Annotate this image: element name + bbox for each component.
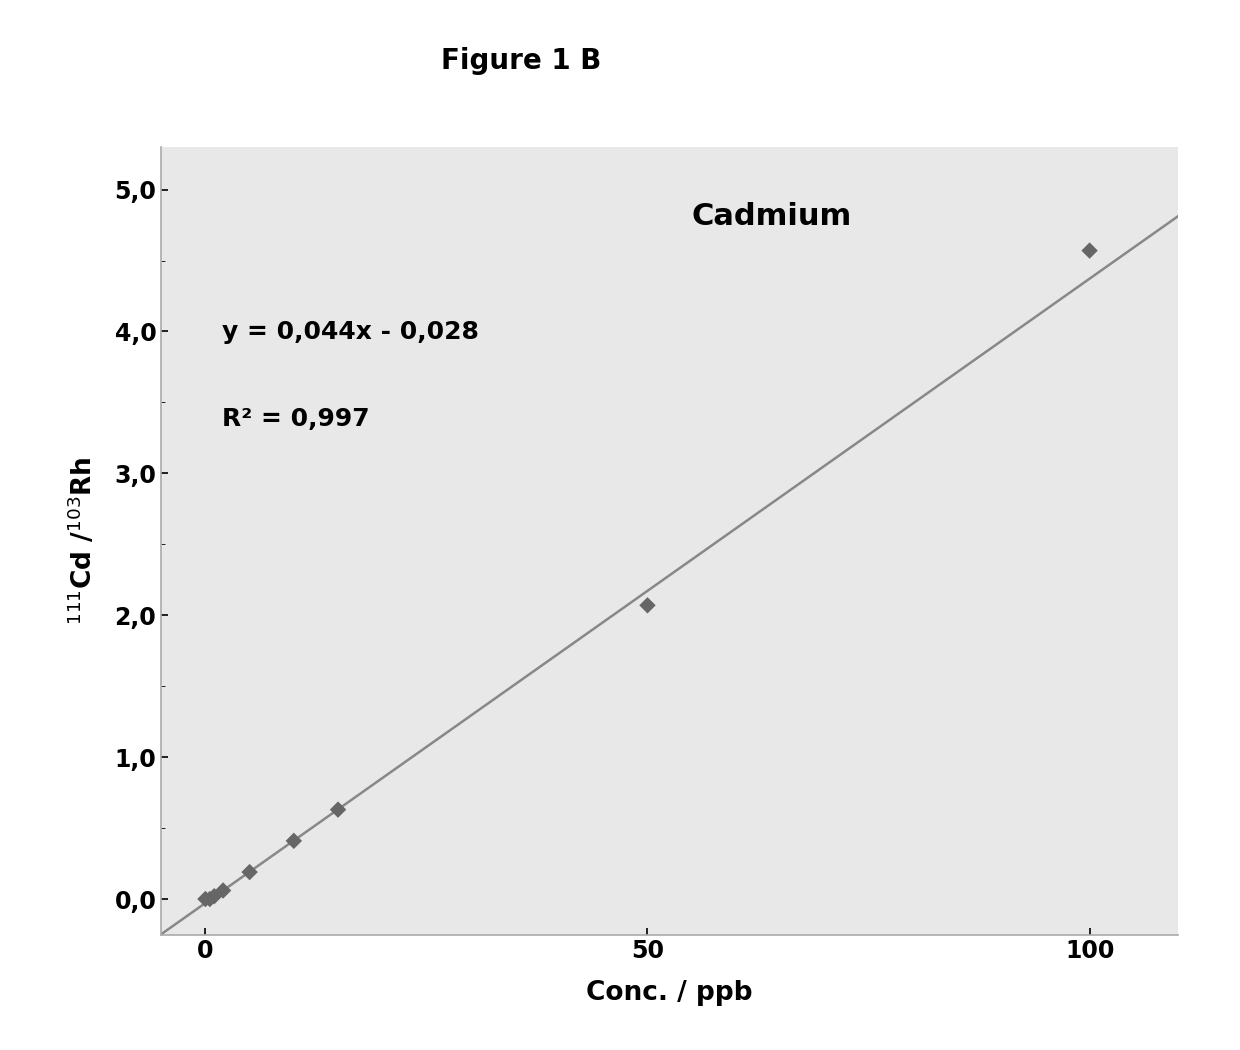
Point [284,833,304,849]
Y-axis label: $^{111}$Cd /$^{103}$Rh: $^{111}$Cd /$^{103}$Rh [67,457,98,625]
Point [213,882,233,899]
Point [196,890,216,907]
Text: Cadmium: Cadmium [691,202,852,231]
Point [329,801,348,818]
Text: y = 0,044x - 0,028: y = 0,044x - 0,028 [222,320,479,344]
Point [200,890,219,907]
Point [239,864,259,881]
X-axis label: Conc. / ppb: Conc. / ppb [587,980,753,1006]
Text: R² = 0,997: R² = 0,997 [222,406,370,430]
Point [205,888,224,905]
Point [637,596,657,613]
Point [1080,243,1100,259]
Text: Figure 1 B: Figure 1 B [440,47,601,76]
